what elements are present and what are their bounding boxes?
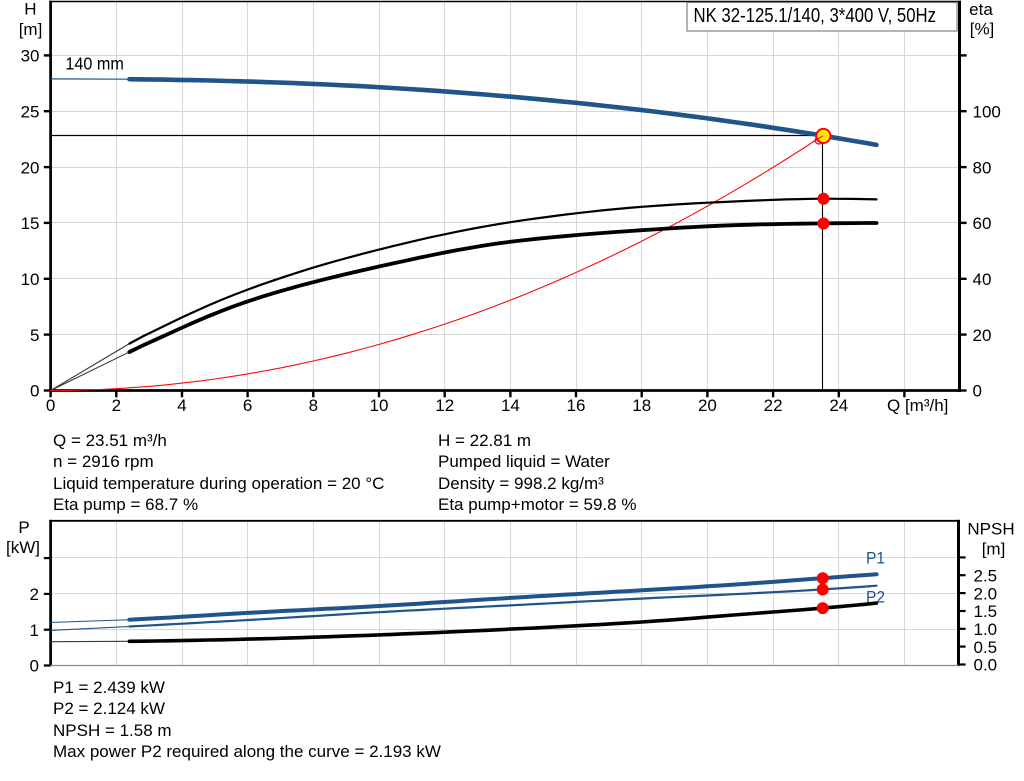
svg-text:[m]: [m] bbox=[982, 539, 1006, 558]
svg-text:2.0: 2.0 bbox=[974, 584, 998, 603]
svg-text:80: 80 bbox=[973, 158, 992, 177]
svg-text:22: 22 bbox=[764, 396, 783, 415]
svg-text:140 mm: 140 mm bbox=[65, 54, 124, 74]
svg-text:20: 20 bbox=[21, 158, 40, 177]
svg-text:NK 32-125.1/140, 3*400 V, 50Hz: NK 32-125.1/140, 3*400 V, 50Hz bbox=[694, 4, 937, 27]
svg-text:10: 10 bbox=[21, 270, 40, 289]
svg-text:2.5: 2.5 bbox=[974, 566, 998, 585]
svg-text:P1: P1 bbox=[866, 550, 885, 568]
svg-text:2: 2 bbox=[112, 396, 121, 415]
svg-text:10: 10 bbox=[370, 396, 389, 415]
svg-text:8: 8 bbox=[309, 396, 318, 415]
svg-text:0: 0 bbox=[973, 382, 982, 401]
svg-text:100: 100 bbox=[973, 102, 1001, 121]
svg-text:eta: eta bbox=[969, 0, 993, 19]
svg-text:14: 14 bbox=[501, 396, 520, 415]
svg-text:40: 40 bbox=[973, 270, 992, 289]
svg-text:P2: P2 bbox=[866, 589, 885, 607]
svg-text:6: 6 bbox=[243, 396, 252, 415]
svg-text:2: 2 bbox=[30, 585, 39, 604]
svg-text:0.0: 0.0 bbox=[974, 656, 998, 675]
svg-text:[m]: [m] bbox=[19, 20, 43, 39]
svg-text:H: H bbox=[24, 0, 36, 19]
svg-text:18: 18 bbox=[632, 396, 651, 415]
svg-text:24: 24 bbox=[829, 396, 848, 415]
svg-text:0.5: 0.5 bbox=[974, 638, 998, 657]
svg-text:NPSH: NPSH bbox=[967, 520, 1014, 539]
svg-text:1.5: 1.5 bbox=[974, 602, 998, 621]
svg-text:20: 20 bbox=[973, 326, 992, 345]
svg-text:0: 0 bbox=[30, 657, 39, 676]
svg-text:P: P bbox=[18, 518, 29, 537]
svg-text:[%]: [%] bbox=[970, 19, 995, 38]
svg-text:0: 0 bbox=[46, 396, 55, 415]
svg-text:30: 30 bbox=[21, 47, 40, 66]
svg-text:1: 1 bbox=[30, 621, 39, 640]
svg-text:5: 5 bbox=[30, 326, 39, 345]
svg-text:20: 20 bbox=[698, 396, 717, 415]
svg-text:12: 12 bbox=[435, 396, 454, 415]
svg-text:25: 25 bbox=[21, 102, 40, 121]
svg-text:16: 16 bbox=[567, 396, 586, 415]
svg-text:Q [m³/h]: Q [m³/h] bbox=[887, 396, 948, 415]
svg-text:1.0: 1.0 bbox=[974, 620, 998, 639]
svg-text:60: 60 bbox=[973, 214, 992, 233]
svg-text:[kW]: [kW] bbox=[6, 538, 40, 557]
svg-text:4: 4 bbox=[177, 396, 186, 415]
svg-text:0: 0 bbox=[30, 382, 39, 401]
svg-text:15: 15 bbox=[21, 214, 40, 233]
